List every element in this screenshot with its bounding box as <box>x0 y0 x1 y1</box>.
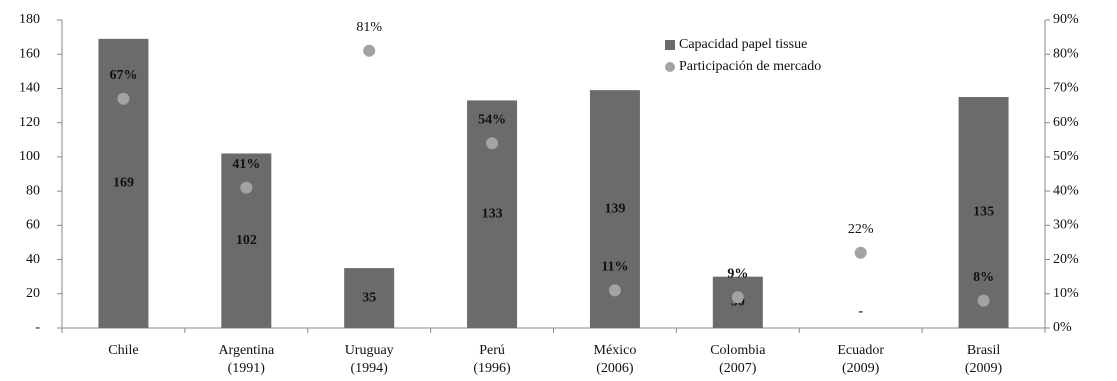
bar-label: 169 <box>113 176 134 191</box>
point-label: 81% <box>356 20 382 35</box>
point <box>117 92 130 105</box>
y2-tick-label: 50% <box>1053 149 1079 164</box>
point-label: 11% <box>601 260 628 275</box>
point <box>486 137 499 150</box>
point-label: 54% <box>478 112 506 127</box>
x-tick-year: (1991) <box>228 361 266 376</box>
x-tick-year: (2007) <box>719 361 757 376</box>
y-tick-label: - <box>35 320 40 335</box>
point <box>731 291 744 304</box>
y-tick-label: 140 <box>19 81 40 96</box>
point-label: 9% <box>727 266 748 281</box>
legend-swatch <box>665 62 675 72</box>
y-tick-label: 40 <box>26 252 40 267</box>
y2-tick-label: 30% <box>1053 218 1079 233</box>
point-label: 41% <box>232 157 260 172</box>
x-tick-label: Brasil <box>967 343 1001 358</box>
bar-label: 135 <box>973 205 994 220</box>
bar-label: 35 <box>362 290 376 305</box>
point <box>363 44 376 57</box>
y-tick-label: 120 <box>19 115 40 130</box>
point <box>240 181 253 194</box>
point <box>977 294 990 307</box>
bar <box>958 97 1009 328</box>
x-tick-year: (2009) <box>842 361 880 376</box>
x-tick-label: Ecuador <box>837 343 884 358</box>
x-tick-label: Colombia <box>710 343 766 358</box>
bar-label: 133 <box>482 206 503 221</box>
y2-tick-label: 90% <box>1053 12 1079 27</box>
y2-tick-label: 60% <box>1053 115 1079 130</box>
bar-label: - <box>858 304 863 319</box>
y-tick-label: 100 <box>19 149 40 164</box>
bar-label: 139 <box>604 201 625 216</box>
point-label: 67% <box>109 68 137 83</box>
point-label: 8% <box>973 270 994 285</box>
x-tick-year: (1996) <box>473 361 511 376</box>
x-tick-label: Argentina <box>218 343 275 358</box>
legend-label: Capacidad papel tissue <box>679 37 807 52</box>
y-tick-label: 80 <box>26 183 40 198</box>
y-tick-label: 20 <box>26 286 40 301</box>
y2-tick-label: 10% <box>1053 286 1079 301</box>
y-tick-label: 60 <box>26 218 40 233</box>
point-label: 22% <box>848 222 874 237</box>
x-tick-label: México <box>594 343 637 358</box>
y2-tick-label: 70% <box>1053 81 1079 96</box>
legend-swatch <box>665 40 675 50</box>
y2-tick-label: 20% <box>1053 252 1079 267</box>
bar <box>98 38 149 328</box>
x-tick-year: (2006) <box>596 361 634 376</box>
point <box>608 284 621 297</box>
y-tick-label: 160 <box>19 46 40 61</box>
x-tick-label: Perú <box>479 343 505 358</box>
y2-tick-label: 80% <box>1053 46 1079 61</box>
point <box>854 246 867 259</box>
y2-tick-label: 40% <box>1053 183 1079 198</box>
y2-tick-label: 0% <box>1053 320 1072 335</box>
legend-label: Participación de mercado <box>679 59 821 74</box>
x-tick-year: (2009) <box>965 361 1003 376</box>
x-tick-label: Uruguay <box>345 343 394 358</box>
bar <box>344 268 395 328</box>
x-tick-year: (1994) <box>351 361 389 376</box>
x-tick-label: Chile <box>108 343 138 358</box>
y-tick-label: 180 <box>19 12 40 27</box>
bar-label: 102 <box>236 233 257 248</box>
